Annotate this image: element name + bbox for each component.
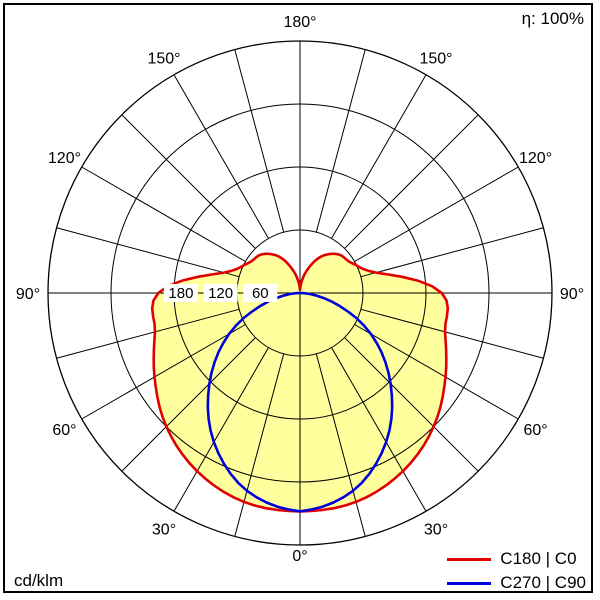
svg-text:60: 60 <box>252 285 269 302</box>
svg-text:180: 180 <box>168 285 193 302</box>
efficiency-label: η: 100% <box>521 9 584 28</box>
legend-item-c0: C180 | C0 <box>447 549 586 569</box>
svg-text:60°: 60° <box>52 422 76 439</box>
unit-label: cd/klm <box>14 571 64 590</box>
legend-label-c0: C180 | C0 <box>500 549 577 568</box>
c90-line-swatch-icon <box>447 581 492 585</box>
svg-text:180°: 180° <box>283 14 316 31</box>
svg-text:0°: 0° <box>292 548 307 565</box>
svg-text:150°: 150° <box>147 50 180 67</box>
svg-text:120°: 120° <box>48 150 81 167</box>
svg-text:30°: 30° <box>424 522 448 539</box>
svg-text:90°: 90° <box>560 286 584 303</box>
svg-text:120: 120 <box>208 285 233 302</box>
svg-text:120°: 120° <box>519 150 552 167</box>
legend-label-c90: C270 | C90 <box>500 573 586 592</box>
legend: C180 | C0 C270 | C90 <box>447 549 586 593</box>
svg-text:150°: 150° <box>419 50 452 67</box>
svg-text:60°: 60° <box>523 422 547 439</box>
c0-line-swatch-icon <box>447 557 492 561</box>
legend-item-c90: C270 | C90 <box>447 573 586 593</box>
svg-text:30°: 30° <box>152 522 176 539</box>
svg-text:90°: 90° <box>16 286 40 303</box>
